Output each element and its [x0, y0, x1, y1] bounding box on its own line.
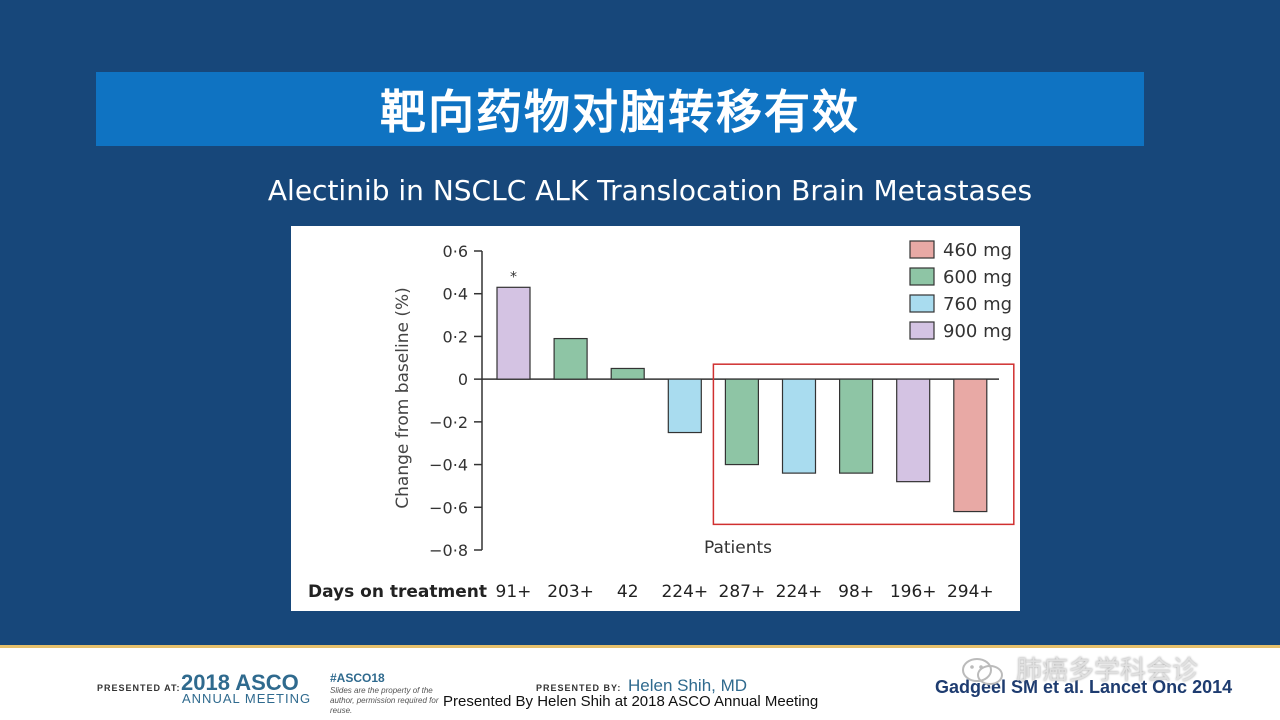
slides-note: Slides are the property of the author, p…	[330, 686, 439, 715]
legend-label: 460 mg	[943, 240, 1012, 261]
days-value: 287+	[719, 582, 766, 602]
y-tick-label: 0·2	[443, 327, 468, 346]
asco-logo-text: 2018 ASCO	[181, 670, 299, 695]
x-axis-label: Patients	[704, 538, 772, 558]
presented-by-label: PRESENTED BY:	[536, 683, 622, 693]
days-value: 224+	[661, 582, 708, 602]
y-axis-label: Change from baseline (%)	[393, 287, 413, 508]
bar	[667, 378, 702, 434]
bar	[553, 337, 588, 380]
slide-background: 靶向药物对脑转移有效 Alectinib in NSCLC ALK Transl…	[96, 72, 1144, 611]
bar-chart: 0·6 0·4 0·2 0 −0·2 −0·4 −0·6 −0·8 Change from ba…	[308, 240, 1015, 602]
y-tick-label: −0·4	[429, 456, 468, 475]
legend-swatch	[909, 294, 935, 313]
asterisk-annotation: *	[510, 269, 517, 285]
bar	[838, 378, 874, 474]
bar	[953, 378, 988, 513]
title-bar: 靶向药物对脑转移有效	[96, 72, 1144, 146]
wechat-icon	[962, 658, 1003, 685]
days-value: 224+	[776, 582, 823, 602]
slide-subtitle: Alectinib in NSCLC ALK Translocation Bra…	[267, 174, 1033, 207]
days-value: 294+	[947, 582, 994, 602]
chart-panel: 0·6 0·4 0·2 0 −0·2 −0·4 −0·6 −0·8 Change from ba…	[291, 226, 1020, 611]
y-tick-label: −0·8	[429, 541, 468, 560]
days-label: Days on treatment	[308, 582, 487, 602]
legend-label: 600 mg	[943, 267, 1012, 288]
hashtag: #ASCO18	[330, 671, 385, 685]
citation: Gadgeel SM et al. Lancet Onc 2014	[935, 677, 1233, 697]
legend-swatch	[909, 267, 935, 286]
presenter-name: Helen Shih, MD	[628, 676, 748, 695]
days-value: 91+	[496, 582, 532, 602]
watermark-text: 肺癌多学科会诊	[1016, 656, 1199, 686]
bar	[896, 378, 931, 483]
slide-title: 靶向药物对脑转移有效	[380, 85, 860, 139]
days-value: 98+	[838, 582, 874, 602]
bar	[724, 378, 759, 466]
asco-meeting-text: ANNUAL MEETING	[182, 691, 312, 706]
bar	[610, 367, 645, 380]
footer: PRESENTED AT: 2018 ASCO ANNUAL MEETING #…	[0, 645, 1280, 720]
days-value: 203+	[547, 582, 594, 602]
y-tick-label: 0·4	[443, 285, 468, 304]
highlight-box	[712, 363, 1015, 526]
y-tick-label: −0·6	[429, 498, 468, 517]
days-value: 196+	[890, 582, 937, 602]
presented-at-label: PRESENTED AT:	[97, 683, 181, 693]
legend-swatch	[909, 240, 935, 259]
presentation-caption: Presented By Helen Shih at 2018 ASCO Ann…	[443, 693, 819, 710]
legend-label: 900 mg	[943, 321, 1012, 342]
bar	[781, 378, 817, 474]
legend-label: 760 mg	[943, 294, 1012, 315]
legend-swatch	[909, 321, 935, 340]
bar	[496, 286, 531, 380]
days-value: 42	[617, 582, 639, 602]
y-tick-label: −0·2	[429, 413, 468, 432]
y-tick-label: 0	[458, 370, 468, 389]
y-tick-label: 0·6	[443, 242, 468, 261]
